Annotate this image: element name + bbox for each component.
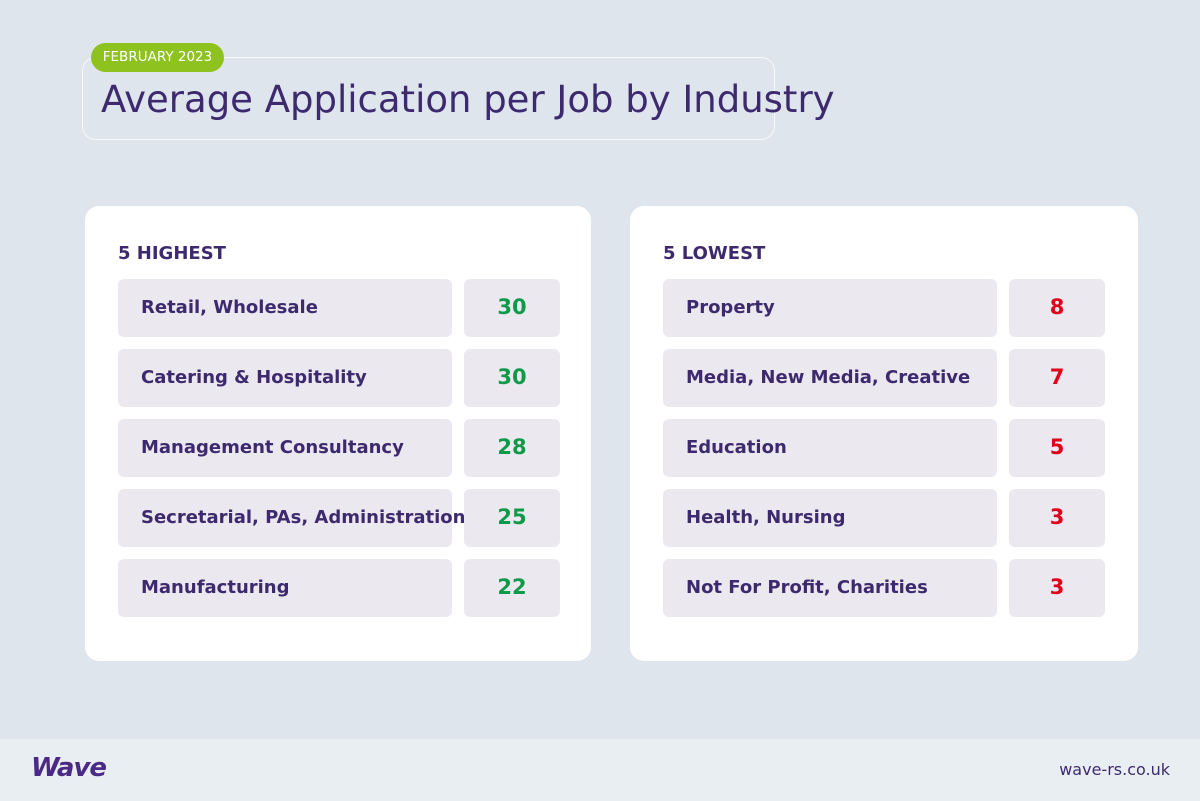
industry-value: 30 — [464, 279, 560, 337]
industry-value: 3 — [1009, 559, 1105, 617]
card-title: 5 LOWEST — [663, 243, 766, 264]
industry-label: Health, Nursing — [663, 489, 997, 547]
page-title: Average Application per Job by Industry — [101, 78, 835, 121]
industry-value: 30 — [464, 349, 560, 407]
industry-label: Catering & Hospitality — [118, 349, 452, 407]
industry-value: 5 — [1009, 419, 1105, 477]
date-tag: FEBRUARY 2023 — [91, 43, 224, 72]
industry-label: Education — [663, 419, 997, 477]
industry-label: Not For Profit, Charities — [663, 559, 997, 617]
website-url: wave-rs.co.uk — [1059, 760, 1170, 779]
lowest-card: 5 LOWEST Property 8 Media, New Media, Crea… — [630, 206, 1138, 661]
industry-label: Secretarial, PAs, Administration — [118, 489, 465, 547]
industry-value: 22 — [464, 559, 560, 617]
highest-card: 5 HIGHEST Retail, Wholesale 30 Catering & … — [85, 206, 591, 661]
logo: Wave — [31, 753, 107, 783]
industry-value: 7 — [1009, 349, 1105, 407]
industry-value: 8 — [1009, 279, 1105, 337]
industry-label: Manufacturing — [118, 559, 452, 617]
title-box — [82, 57, 775, 140]
industry-label: Media, New Media, Creative — [663, 349, 997, 407]
card-title: 5 HIGHEST — [118, 243, 226, 264]
footer: Wave wave-rs.co.uk — [0, 739, 1200, 801]
industry-value: 28 — [464, 419, 560, 477]
industry-value: 25 — [464, 489, 560, 547]
industry-value: 3 — [1009, 489, 1105, 547]
industry-label: Management Consultancy — [118, 419, 452, 477]
industry-label: Property — [663, 279, 997, 337]
industry-label: Retail, Wholesale — [118, 279, 452, 337]
